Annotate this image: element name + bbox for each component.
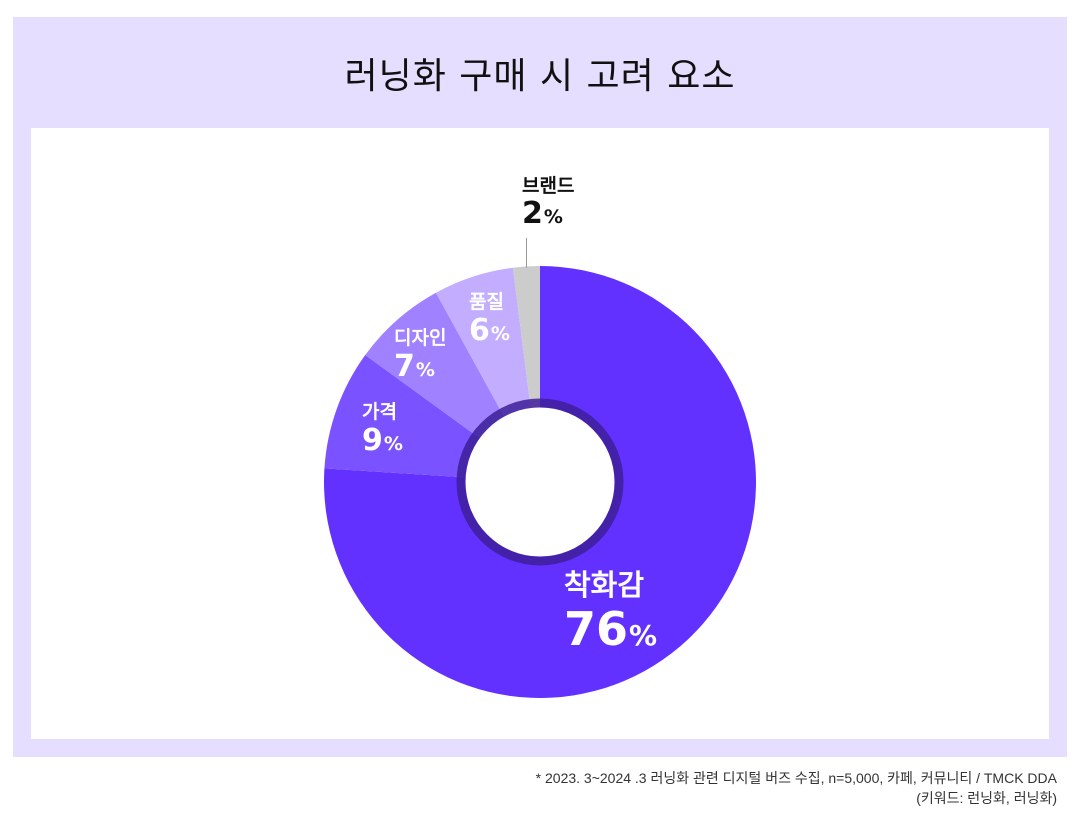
footnote-keywords: (키워드: 런닝화, 러닝화) (916, 790, 1057, 806)
label-fit: 착화감 76% (564, 568, 658, 653)
label-design: 디자인 7% (394, 329, 446, 382)
label-fit-value: 76 (564, 602, 629, 656)
percent-sign: % (415, 359, 435, 381)
brand-leader-line (526, 238, 527, 268)
label-price-name: 가격 (362, 401, 397, 423)
label-quality-value: 6 (469, 313, 490, 348)
slice-디자인 (365, 292, 507, 441)
label-fit-name: 착화감 (564, 568, 645, 602)
label-price: 가격 9% (362, 403, 403, 456)
slice-품질 (435, 267, 532, 421)
slice-착화감 (324, 266, 756, 698)
donut-slices (324, 266, 756, 698)
percent-sign: % (629, 619, 658, 652)
label-brand-value: 2 (522, 196, 543, 231)
label-quality-name: 품질 (469, 291, 504, 313)
footnote-source: * 2023. 3~2024 .3 러닝화 관련 디지털 버즈 수집, n=5,… (535, 770, 1057, 786)
label-price-value: 9 (362, 423, 383, 458)
inner-ring (456, 398, 624, 566)
label-quality: 품질 6% (469, 293, 510, 346)
percent-sign: % (383, 433, 403, 455)
percent-sign: % (490, 323, 510, 345)
footnote: * 2023. 3~2024 .3 러닝화 관련 디지털 버즈 수집, n=5,… (536, 768, 1057, 808)
label-design-name: 디자인 (394, 327, 447, 349)
slice-가격 (324, 355, 484, 478)
donut-hole (465, 407, 615, 557)
label-brand: 브랜드 2% (522, 177, 574, 229)
chart-title: 러닝화 구매 시 고려 요소 (344, 55, 736, 97)
label-design-value: 7 (394, 349, 415, 384)
label-brand-name: 브랜드 (522, 175, 575, 197)
slice-브랜드 (512, 266, 540, 413)
percent-sign: % (543, 206, 563, 228)
